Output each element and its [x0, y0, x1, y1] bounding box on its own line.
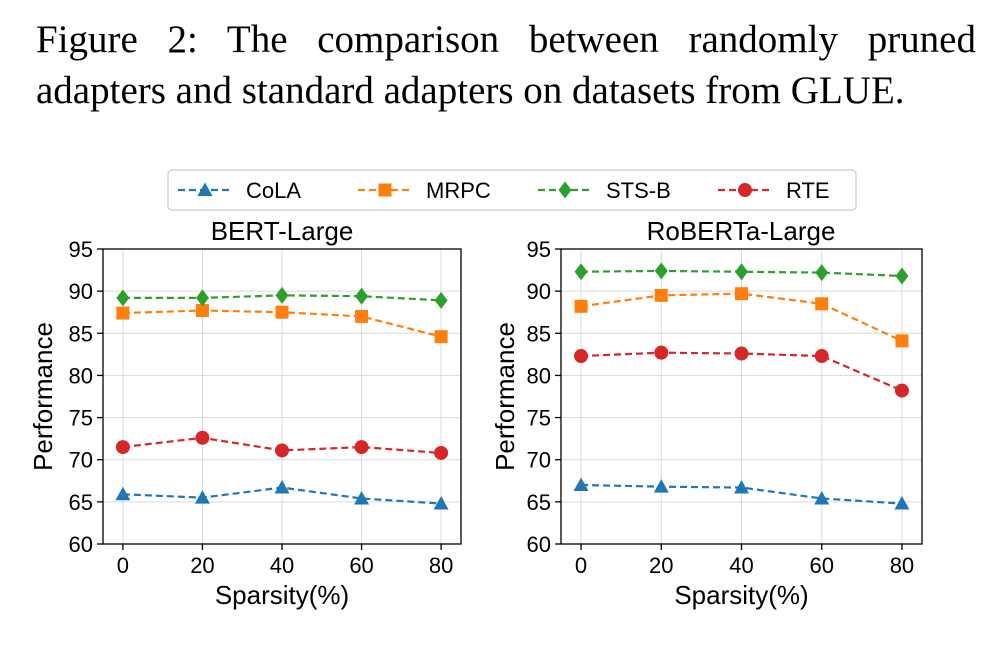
- y-tick-label: 80: [69, 363, 93, 388]
- y-tick-label: 70: [527, 448, 551, 473]
- data-point-cola: [274, 480, 290, 494]
- series-sts-b: [116, 286, 448, 309]
- data-point-sts-b: [275, 286, 289, 304]
- legend-entry-rte: RTE: [718, 178, 830, 203]
- y-tick-label: 85: [527, 321, 551, 346]
- data-point-cola: [894, 496, 910, 510]
- x-tick-label: 60: [809, 553, 833, 578]
- series-rte: [574, 345, 909, 398]
- data-point-sts-b: [735, 263, 748, 281]
- x-tick-label: 80: [429, 553, 453, 578]
- series-mrpc: [574, 287, 909, 348]
- legend-marker-rte: [738, 183, 752, 197]
- data-point-mrpc: [434, 330, 448, 344]
- x-tick-label: 20: [190, 553, 214, 578]
- figure-caption: Figure 2: The comparison between randoml…: [36, 18, 976, 112]
- data-point-rte: [115, 440, 130, 455]
- y-axis-label: Performance: [490, 322, 520, 471]
- y-tick-label: 75: [527, 406, 551, 431]
- panel-roberta-large: 60 65 70 75 80 85 90 95 0 20 40 60 80 RoBERTa-Large Sp…: [490, 216, 923, 610]
- legend-marker-sts-b: [558, 181, 572, 199]
- data-point-sts-b: [355, 287, 369, 305]
- data-point-rte: [734, 346, 749, 361]
- data-point-mrpc: [195, 304, 209, 318]
- data-point-rte: [195, 430, 210, 445]
- data-point-sts-b: [195, 289, 209, 307]
- legend-label: MRPC: [426, 178, 491, 203]
- series-mrpc: [116, 304, 448, 344]
- data-point-mrpc: [116, 306, 130, 320]
- data-point-cola: [194, 490, 210, 504]
- series-cola: [115, 480, 449, 510]
- y-tick-label: 90: [527, 279, 551, 304]
- data-point-cola: [814, 490, 830, 505]
- data-point-mrpc: [574, 299, 588, 313]
- data-point-sts-b: [574, 263, 588, 281]
- data-point-rte: [354, 440, 369, 455]
- data-point-rte: [275, 443, 289, 458]
- data-point-sts-b: [895, 267, 909, 285]
- x-axis-label: Sparsity(%): [215, 580, 349, 610]
- legend-marker-mrpc: [378, 183, 392, 197]
- data-point-mrpc: [895, 334, 909, 348]
- data-point-mrpc: [735, 287, 748, 301]
- data-point-sts-b: [654, 262, 668, 280]
- data-point-cola: [653, 479, 669, 493]
- legend-label: RTE: [786, 178, 830, 203]
- legend-entry-sts-b: STS-B: [538, 178, 671, 203]
- panel-bert-large: 60 65 70 75 80 85 90 95 0 20 40 60 80 BERT-Large Spars…: [28, 216, 462, 610]
- y-tick-label: 65: [69, 490, 93, 515]
- y-tick-label: 85: [69, 321, 93, 346]
- series-rte: [115, 430, 449, 460]
- data-point-rte: [814, 349, 829, 364]
- data-point-cola: [115, 486, 131, 501]
- y-tick-label: 90: [69, 279, 93, 304]
- data-point-cola: [354, 490, 370, 505]
- data-point-sts-b: [815, 264, 829, 282]
- legend-entry-mrpc: MRPC: [358, 178, 491, 203]
- y-tick-label: 95: [69, 237, 93, 262]
- y-tick-label: 75: [69, 406, 93, 431]
- x-tick-label: 0: [117, 553, 129, 578]
- y-axis-label: Performance: [28, 322, 58, 471]
- data-point-rte: [654, 345, 669, 360]
- legend-marker-cola: [197, 182, 213, 196]
- y-tick-label: 60: [527, 532, 551, 557]
- y-tick-label: 95: [527, 237, 551, 262]
- data-point-rte: [574, 349, 589, 364]
- x-tick-label: 60: [349, 553, 373, 578]
- data-point-mrpc: [355, 309, 369, 323]
- data-point-rte: [434, 445, 449, 460]
- data-point-mrpc: [654, 288, 668, 302]
- series-sts-b: [574, 262, 909, 285]
- y-tick-label: 65: [527, 490, 551, 515]
- y-tick-label: 70: [69, 448, 93, 473]
- legend-entry-cola: CoLA: [178, 178, 301, 203]
- panel-title: RoBERTa-Large: [647, 216, 836, 246]
- data-point-sts-b: [434, 291, 448, 309]
- data-point-cola: [734, 480, 749, 494]
- data-point-mrpc: [275, 305, 289, 319]
- series-cola: [573, 477, 910, 510]
- x-tick-label: 0: [575, 553, 587, 578]
- y-tick-label: 60: [69, 532, 93, 557]
- legend-box: [167, 169, 857, 211]
- legend-label: STS-B: [606, 178, 671, 203]
- y-tick-label: 80: [527, 363, 551, 388]
- panel-title: BERT-Large: [211, 216, 354, 246]
- x-tick-label: 20: [649, 553, 673, 578]
- legend: CoLA MRPC STS-B RTE: [167, 169, 857, 211]
- data-point-mrpc: [815, 297, 829, 311]
- x-axis-label: Sparsity(%): [674, 580, 808, 610]
- data-point-rte: [894, 383, 909, 398]
- x-tick-label: 40: [729, 553, 753, 578]
- x-tick-label: 40: [270, 553, 294, 578]
- x-tick-label: 80: [890, 553, 914, 578]
- data-point-cola: [433, 496, 449, 510]
- legend-label: CoLA: [246, 178, 301, 203]
- data-point-sts-b: [116, 289, 130, 307]
- data-point-cola: [573, 477, 589, 491]
